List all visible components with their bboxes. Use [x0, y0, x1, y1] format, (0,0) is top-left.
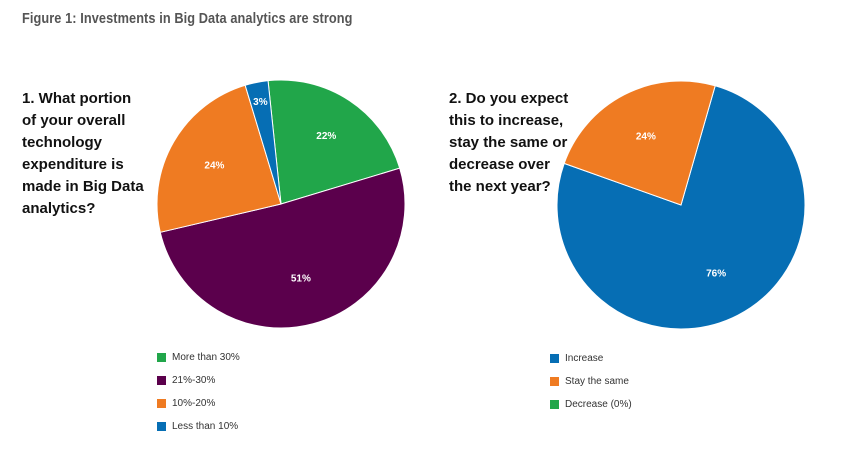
pie-2-data-label-stay-the-same: 24%: [636, 132, 656, 143]
legend-1-item-more-than-30: More than 30%: [157, 346, 240, 369]
pie-1-data-label-more-than-30: 22%: [316, 131, 336, 142]
legend-1-item-10-20: 10%-20%: [157, 392, 240, 415]
legend-2-item-decrease-0: Decrease (0%): [550, 393, 632, 416]
pie-2-data-label-increase: 76%: [706, 268, 726, 279]
legend-swatch: [157, 353, 166, 362]
legend-swatch: [550, 400, 559, 409]
legend-1: More than 30% 21%-30% 10%-20% Less than 10%: [157, 346, 240, 438]
pie-1-slice-10-20: [156, 84, 282, 233]
legend-label: More than 30%: [172, 352, 240, 363]
legend-1-item-21-30: 21%-30%: [157, 369, 240, 392]
legend-label: 10%-20%: [172, 398, 216, 409]
legend-label: Increase: [565, 353, 604, 364]
legend-label: 21%-30%: [172, 375, 216, 386]
pie-2-slice-stay-the-same: [563, 80, 716, 206]
pie-1-data-label-10-20: 24%: [204, 161, 224, 172]
legend-swatch: [550, 354, 559, 363]
pie-1-data-label-less-than-10: 3%: [253, 97, 268, 108]
legend-swatch: [157, 376, 166, 385]
pie-1-data-label-21-30: 51%: [291, 273, 311, 284]
question-1-text: 1. What portion of your overall technolo…: [22, 90, 144, 217]
legend-2: Increase Stay the same Decrease (0%): [550, 347, 632, 416]
pie-1-slice-21-30: [159, 167, 406, 329]
legend-label: Less than 10%: [172, 421, 239, 432]
pie-1-slice-more-than-30: [267, 79, 401, 205]
legend-2-item-increase: Increase: [550, 347, 632, 370]
question-2-text: 2. Do you expect this to increase, stay …: [449, 90, 569, 195]
figure-title: Figure 1: Investments in Big Data analyt…: [22, 10, 353, 27]
legend-label: Stay the same: [565, 376, 629, 387]
pie-1-slice-less-than-10: [244, 80, 282, 205]
legend-1-item-less-than-10: Less than 10%: [157, 415, 240, 438]
legend-swatch: [157, 422, 166, 431]
legend-swatch: [157, 399, 166, 408]
legend-label: Decrease (0%): [565, 399, 632, 410]
legend-swatch: [550, 377, 559, 386]
legend-2-item-stay-the-same: Stay the same: [550, 370, 632, 393]
pie-2-slice-increase: [556, 85, 806, 330]
